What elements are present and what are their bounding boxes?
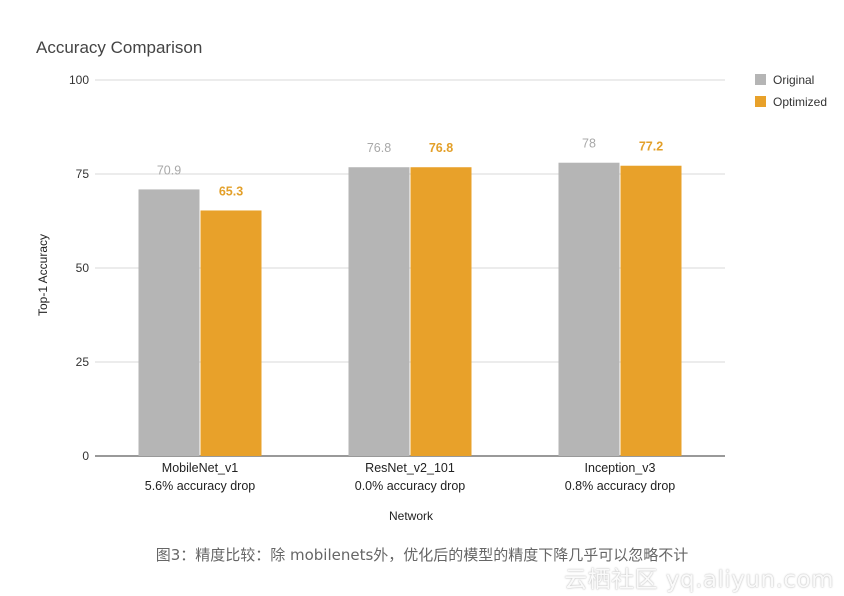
legend-swatch-original [755, 74, 766, 85]
gridlines [95, 79, 725, 457]
legend-label-original: Original [773, 73, 814, 87]
y-axis-title: Top-1 Accuracy [36, 234, 50, 316]
legend-label-optimized: Optimized [773, 95, 827, 109]
category-label: Inception_v3 [585, 461, 656, 475]
data-labels: 70.9 65.3 76.8 76.8 78 77.2 [157, 137, 663, 199]
data-label-optimized-0: 65.3 [219, 184, 243, 198]
bar-original-2 [558, 162, 620, 456]
y-tick-label: 0 [82, 449, 89, 463]
bar-optimized-1 [410, 167, 472, 456]
category-label: MobileNet_v1 [162, 461, 238, 475]
bar-optimized-0 [200, 210, 262, 456]
data-label-original-1: 76.8 [367, 141, 391, 155]
category-label: ResNet_v2_101 [365, 461, 455, 475]
data-label-optimized-1: 76.8 [429, 141, 453, 155]
legend-swatch-optimized [755, 96, 766, 107]
category-labels: MobileNet_v1 5.6% accuracy drop ResNet_v2_… [145, 461, 676, 493]
figure-caption: 图3：精度比较：除 mobilenets外，优化后的模型的精度下降几乎可以忽略不… [155, 546, 689, 564]
category-subtitle: 0.8% accuracy drop [565, 479, 676, 493]
y-tick-labels: 0 25 50 75 100 [69, 73, 89, 463]
y-tick-label: 100 [69, 73, 89, 87]
chart-title: Accuracy Comparison [36, 38, 202, 57]
category-subtitle: 5.6% accuracy drop [145, 479, 256, 493]
y-tick-label: 75 [76, 167, 90, 181]
data-label-optimized-2: 77.2 [639, 140, 663, 154]
watermark: 云栖社区 yq.aliyun.com [564, 567, 834, 593]
bar-optimized-2 [620, 165, 682, 456]
bars [138, 162, 682, 456]
data-label-original-2: 78 [582, 137, 596, 151]
x-axis-title: Network [389, 509, 434, 523]
legend: Original Optimized [755, 73, 827, 109]
bar-original-1 [348, 167, 410, 456]
y-tick-label: 25 [76, 355, 90, 369]
bar-original-0 [138, 189, 200, 456]
category-subtitle: 0.0% accuracy drop [355, 479, 466, 493]
y-tick-label: 50 [76, 261, 90, 275]
data-label-original-0: 70.9 [157, 163, 181, 177]
